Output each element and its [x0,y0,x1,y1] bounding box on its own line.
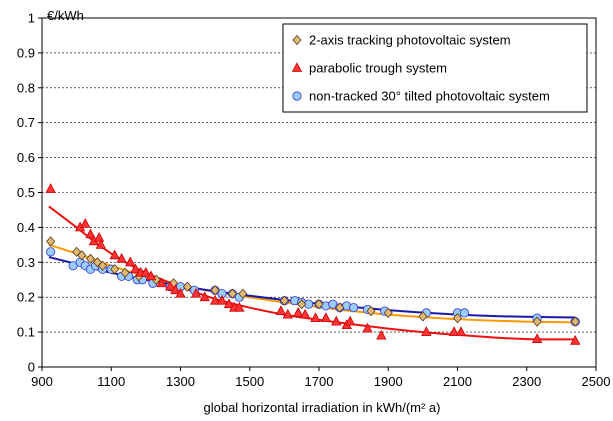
data-point-triangle [448,326,460,337]
data-point-triangle [310,312,321,323]
x-tick-label: 1300 [166,374,195,389]
data-point-diamond [98,260,108,271]
data-point-triangle [170,284,181,295]
y-tick-label: 0.8 [17,80,35,95]
data-point-triangle [45,183,56,193]
legend: 2-axis tracking photovoltaic system parab… [282,23,588,113]
data-point-triangle [455,326,467,337]
y-tick-label: 0 [28,360,35,375]
x-axis-label: global horizontal irradiation in kWh/(m²… [204,400,441,415]
data-point-diamond [279,295,289,306]
y-tick-label: 0.2 [17,290,35,305]
data-point-triangle [570,334,581,345]
data-point-triangle [331,315,342,326]
data-points [45,183,581,345]
data-point-triangle [80,218,91,228]
data-point-diamond [366,306,376,317]
data-point-circle [459,308,470,318]
data-point-triangle [85,228,96,239]
data-point-diamond [418,311,428,322]
data-point-triangle [320,312,332,323]
legend-label: non-tracked 30° tilted photovoltaic syst… [309,89,550,104]
data-point-triangle [145,270,157,281]
data-point-diamond [238,288,248,299]
data-point-circle [46,247,56,257]
data-point-triangle [376,329,387,340]
data-point-triangle [140,266,152,277]
y-tick-label: 0.7 [17,115,35,130]
legend-label: parabolic trough system [309,61,447,76]
y-tick-label: 0.4 [17,220,35,235]
data-point-diamond [182,281,192,292]
data-point-triangle [116,252,127,263]
data-point-triangle [293,307,304,317]
legend-marker-triangle [291,62,303,72]
data-point-diamond [227,288,237,299]
x-tick-label: 900 [31,374,53,389]
data-point-diamond [85,253,96,264]
data-point-diamond [297,299,307,310]
x-tick-label: 1500 [235,374,264,389]
data-point-diamond [532,316,542,327]
data-point-triangle [164,280,176,291]
y-tick-label: 0.3 [17,255,35,270]
data-point-circle [349,303,359,313]
y-axis-ticks: 0 0.1 0.2 0.3 0.4 0.5 0.6 0.7 0.8 0.9 1 [17,11,42,375]
data-point-diamond [570,316,580,327]
data-point-diamond [46,236,56,247]
data-point-triangle [95,238,107,249]
y-tick-label: 1 [28,11,35,26]
data-point-triangle [175,287,186,298]
data-point-triangle [223,298,235,309]
data-point-diamond [335,302,345,313]
data-point-diamond [452,313,463,324]
data-point-triangle [93,232,105,242]
data-point-triangle [282,308,294,319]
y-tick-label: 0.6 [17,150,35,165]
data-point-triangle [275,305,287,316]
data-point-diamond [210,285,220,296]
x-tick-label: 1100 [97,374,125,389]
data-point-triangle [299,308,311,319]
data-point-diamond [383,307,393,319]
data-point-triangle [156,277,167,288]
data-point-triangle [421,326,432,337]
x-tick-label: 1700 [305,374,334,389]
x-axis-ticks: 900 1100 1300 1500 1700 1900 2100 2300 2500 [31,367,610,389]
data-point-triangle [216,294,228,305]
data-point-triangle [199,291,210,302]
y-tick-label: 0.1 [17,325,35,340]
data-point-triangle [209,294,221,305]
data-point-triangle [130,263,141,274]
trend-line-diamond [48,243,576,324]
data-point-triangle [362,322,373,333]
x-tick-label: 2300 [512,374,541,389]
data-point-triangle [344,315,356,326]
data-point-triangle [109,249,120,260]
data-point-diamond [110,264,120,275]
x-tick-label: 2100 [443,374,472,389]
data-point-diamond [120,267,130,278]
legend-box [282,23,588,113]
data-point-diamond [314,299,324,310]
x-tick-label: 1900 [374,374,403,389]
data-point-triangle [125,256,136,267]
y-axis-label: €/kWh [47,8,84,23]
legend-label: 2-axis tracking photovoltaic system [309,33,511,48]
x-tick-label: 2500 [582,374,611,389]
legend-marker-diamond [292,34,302,46]
data-point-diamond [77,250,87,261]
legend-marker-circle [292,91,302,101]
data-point-triangle [234,301,245,312]
data-point-triangle [531,333,543,343]
y-tick-label: 0.9 [17,45,35,60]
y-tick-label: 0.5 [17,185,35,200]
data-point-triangle [190,287,202,298]
